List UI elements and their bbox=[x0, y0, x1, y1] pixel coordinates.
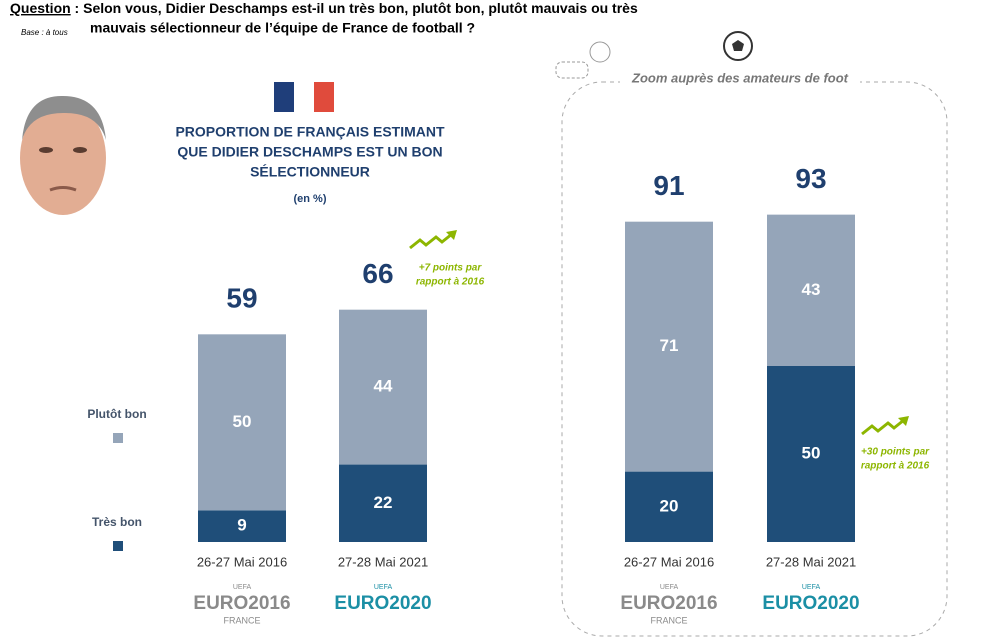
total-label: 93 bbox=[795, 163, 826, 194]
chart-title: PROPORTION DE FRANÇAIS ESTIMANT bbox=[175, 124, 445, 140]
chart-title: SÉLECTIONNEUR bbox=[250, 164, 370, 180]
logo-org: UEFA bbox=[374, 584, 393, 591]
x-tick-label: 27-28 Mai 2021 bbox=[338, 554, 428, 569]
bar-label: 71 bbox=[660, 336, 679, 355]
portrait bbox=[20, 95, 106, 215]
trend-arrow-head bbox=[898, 416, 909, 426]
bar-label: 44 bbox=[374, 377, 393, 396]
trend-arrow bbox=[409, 232, 453, 250]
logo-name: EURO2016 bbox=[193, 593, 290, 614]
bar-segment bbox=[339, 309, 427, 465]
total-label: 91 bbox=[653, 170, 684, 201]
logo-name: EURO2016 bbox=[620, 593, 717, 614]
legend-label: Plutôt bon bbox=[87, 407, 146, 421]
chart-title: Zoom auprès des amateurs de foot bbox=[631, 70, 849, 85]
bar-label: 9 bbox=[237, 516, 246, 535]
bar-segment bbox=[767, 214, 855, 366]
bar-segment bbox=[339, 464, 427, 542]
x-tick-label: 26-27 Mai 2016 bbox=[197, 554, 287, 569]
logo-name: EURO2020 bbox=[334, 593, 431, 614]
logo-place: FRANCE bbox=[650, 615, 687, 625]
flag bbox=[274, 82, 334, 112]
bar-segment bbox=[198, 334, 286, 511]
bar-segment bbox=[198, 510, 286, 542]
total-label: 59 bbox=[226, 283, 257, 314]
bar-label: 50 bbox=[802, 443, 821, 462]
annotation: +7 points par bbox=[419, 263, 483, 274]
zoom-title-bg bbox=[620, 68, 860, 90]
chart-subtitle: (en %) bbox=[294, 193, 327, 205]
bar-label: 20 bbox=[660, 496, 679, 515]
question-label: Question bbox=[10, 0, 71, 16]
bar-label: 22 bbox=[374, 493, 393, 512]
logo-org: UEFA bbox=[233, 584, 252, 591]
chart-title: QUE DIDIER DESCHAMPS EST UN BON bbox=[177, 144, 442, 160]
logo-org: UEFA bbox=[802, 584, 821, 591]
question: Question : Selon vous, Didier Deschamps … bbox=[10, 0, 638, 16]
bar-label: 50 bbox=[233, 412, 252, 431]
bar-label: 43 bbox=[802, 280, 821, 299]
logo-place: FRANCE bbox=[223, 615, 260, 625]
question-line: mauvais sélectionneur de l’équipe de Fra… bbox=[90, 20, 475, 36]
trend-arrow bbox=[861, 418, 905, 436]
zoom-panel bbox=[561, 81, 948, 637]
x-tick-label: 27-28 Mai 2021 bbox=[766, 554, 856, 569]
hand-icon bbox=[555, 41, 611, 79]
bar-segment bbox=[767, 366, 855, 542]
ball bbox=[723, 31, 753, 61]
bar-segment bbox=[625, 221, 713, 472]
annotation: +30 points par bbox=[861, 447, 930, 458]
question-text: : Selon vous, Didier Deschamps est-il un… bbox=[71, 0, 638, 16]
legend-swatch bbox=[113, 433, 123, 443]
logo-name: EURO2020 bbox=[762, 593, 859, 614]
x-tick-label: 26-27 Mai 2016 bbox=[624, 554, 714, 569]
trend-arrow-head bbox=[446, 230, 457, 240]
total-label: 66 bbox=[362, 258, 393, 289]
base: Base : à tous bbox=[21, 28, 68, 37]
legend-label: Très bon bbox=[92, 515, 142, 529]
annotation: rapport à 2016 bbox=[861, 461, 930, 472]
bar-segment bbox=[625, 471, 713, 542]
logo-org: UEFA bbox=[660, 584, 679, 591]
legend-swatch bbox=[113, 541, 123, 551]
annotation: rapport à 2016 bbox=[416, 277, 485, 288]
